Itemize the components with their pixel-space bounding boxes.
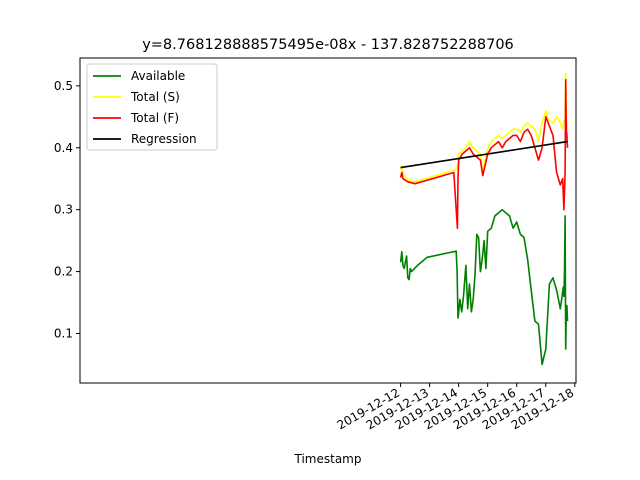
y-tick-label: 0.5 xyxy=(54,79,73,93)
series-line-available xyxy=(399,208,569,366)
series-line-total-f xyxy=(399,78,569,229)
chart-title: y=8.768128888575495e-08x - 137.828752288… xyxy=(142,37,514,53)
x-axis-title: Timestamp xyxy=(294,452,362,466)
series-line-total-s xyxy=(399,72,569,183)
series-line-regression xyxy=(400,140,568,169)
legend-box xyxy=(86,63,218,151)
y-tick-label: 0.2 xyxy=(54,265,73,279)
legend-label: Available xyxy=(131,69,185,83)
legend-label: Total (S) xyxy=(130,90,180,104)
legend-label: Total (F) xyxy=(130,111,179,125)
legend-label: Regression xyxy=(131,132,197,146)
series-group xyxy=(399,72,569,366)
y-tick-label: 0.1 xyxy=(54,326,73,340)
legend: Available Total (S) Total (F) Regression xyxy=(86,63,218,151)
plot-frame xyxy=(79,57,577,384)
y-tick-label: 0.3 xyxy=(54,203,73,217)
y-tick-label: 0.4 xyxy=(54,141,73,155)
